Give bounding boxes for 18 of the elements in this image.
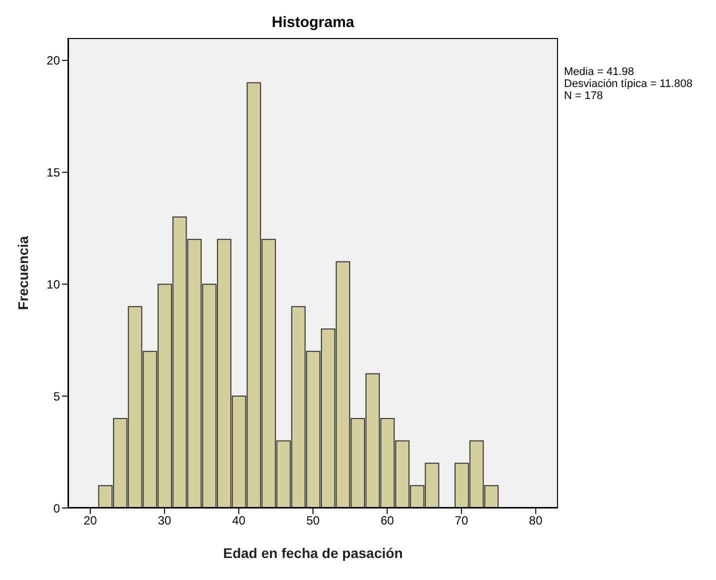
x-tick-label: 20 [84,514,98,528]
y-tick-label: 5 [53,389,60,404]
x-tick-label: 30 [158,514,172,528]
y-tick-label: 0 [53,501,60,516]
text: N = 178 [564,90,604,102]
x-tick-label: 60 [380,514,394,528]
x-axis-title: Edad en fecha de pasación [223,545,403,561]
y-tick-label: 20 [46,54,60,68]
x-tick-label: 70 [454,514,468,528]
y-tick-label: 10 [46,277,60,292]
x-tick-label: 80 [529,514,543,528]
text: Media = 41.98 [564,66,636,78]
y-axis-title: Frecuencia [14,236,31,310]
y-tick-label: 15 [46,166,60,180]
x-tick-label: 40 [232,514,246,528]
text: Desviación típica = 11.808 [564,78,693,90]
x-tick-label: 50 [306,514,320,528]
chart-title: Histograma [270,14,356,31]
